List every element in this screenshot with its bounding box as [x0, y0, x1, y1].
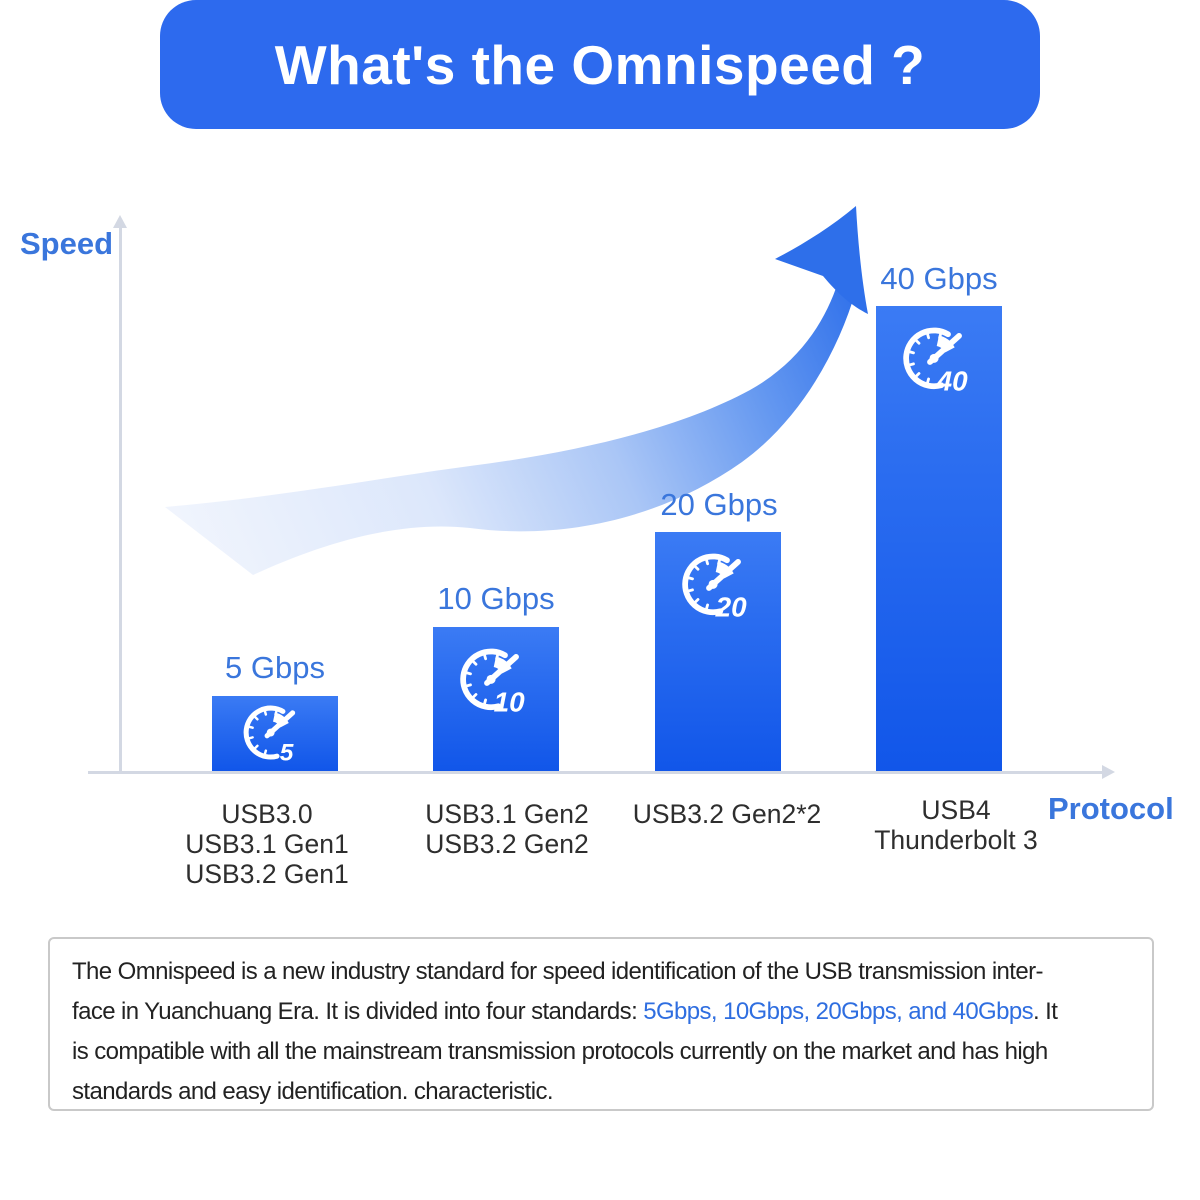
x-axis-line	[88, 771, 1104, 774]
description-line: standards and easy identification. chara…	[72, 1078, 554, 1105]
title-banner: What's the Omnispeed ?	[160, 0, 1040, 129]
gauge-number: 40	[936, 365, 969, 396]
x-axis-arrow-icon	[1102, 765, 1115, 779]
gauge-number: 20	[715, 591, 748, 622]
protocol-name: USB3.1 Gen1	[185, 829, 349, 859]
description-line: is compatible with all the mainstream tr…	[72, 1038, 1048, 1065]
protocol-name: Thunderbolt 3	[874, 825, 1038, 855]
bar-value-label: 5 Gbps	[225, 650, 325, 685]
bar-40gbps: 40	[876, 306, 1002, 771]
speedometer-icon: 20	[682, 553, 748, 622]
speedometer-icon: 5	[243, 705, 296, 767]
growth-arrow-head-icon	[775, 206, 868, 314]
bar-value-label: 40 Gbps	[880, 261, 998, 296]
protocol-label-group: USB3.1 Gen2 USB3.2 Gen2	[377, 799, 637, 859]
bar-5gbps: 5	[212, 696, 338, 771]
page-title: What's the Omnispeed ?	[274, 33, 926, 96]
x-axis-label: Protocol	[1048, 791, 1174, 826]
protocol-label-group: USB4 Thunderbolt 3	[826, 795, 1086, 855]
bar-10gbps: 10	[433, 627, 559, 771]
protocol-name: USB3.1 Gen2	[425, 799, 589, 829]
y-axis-label: Speed	[20, 226, 114, 261]
y-axis-line	[119, 228, 122, 773]
protocol-name: USB4	[921, 795, 991, 825]
protocol-label-group: USB3.0 USB3.1 Gen1 USB3.2 Gen1	[137, 799, 397, 889]
protocol-name: USB3.2 Gen2	[425, 829, 589, 859]
y-axis-arrow-icon	[113, 215, 127, 228]
speed-standards-highlight: 5Gbps, 10Gbps, 20Gbps, and 40Gbps	[643, 998, 1034, 1025]
description-line: The Omnispeed is a new industry standard…	[72, 958, 1044, 985]
bar-value-label: 20 Gbps	[660, 487, 778, 522]
speedometer-icon: 40	[903, 327, 969, 396]
protocol-name: USB3.2 Gen2*2	[632, 799, 822, 829]
speedometer-icon: 10	[460, 648, 526, 717]
gauge-number: 10	[494, 686, 526, 717]
bar-20gbps: 20	[655, 532, 781, 771]
description-box: The Omnispeed is a new industry standard…	[48, 937, 1154, 1111]
protocol-name: USB3.0	[221, 799, 313, 829]
protocol-name: USB3.2 Gen1	[185, 859, 349, 889]
protocol-label-group: USB3.2 Gen2*2	[597, 799, 857, 829]
description-line: face in Yuanchuang Era. It is divided in…	[72, 998, 1058, 1025]
growth-arrow-body	[165, 282, 856, 575]
gauge-number: 5	[280, 740, 294, 767]
bar-value-label: 10 Gbps	[437, 581, 555, 616]
